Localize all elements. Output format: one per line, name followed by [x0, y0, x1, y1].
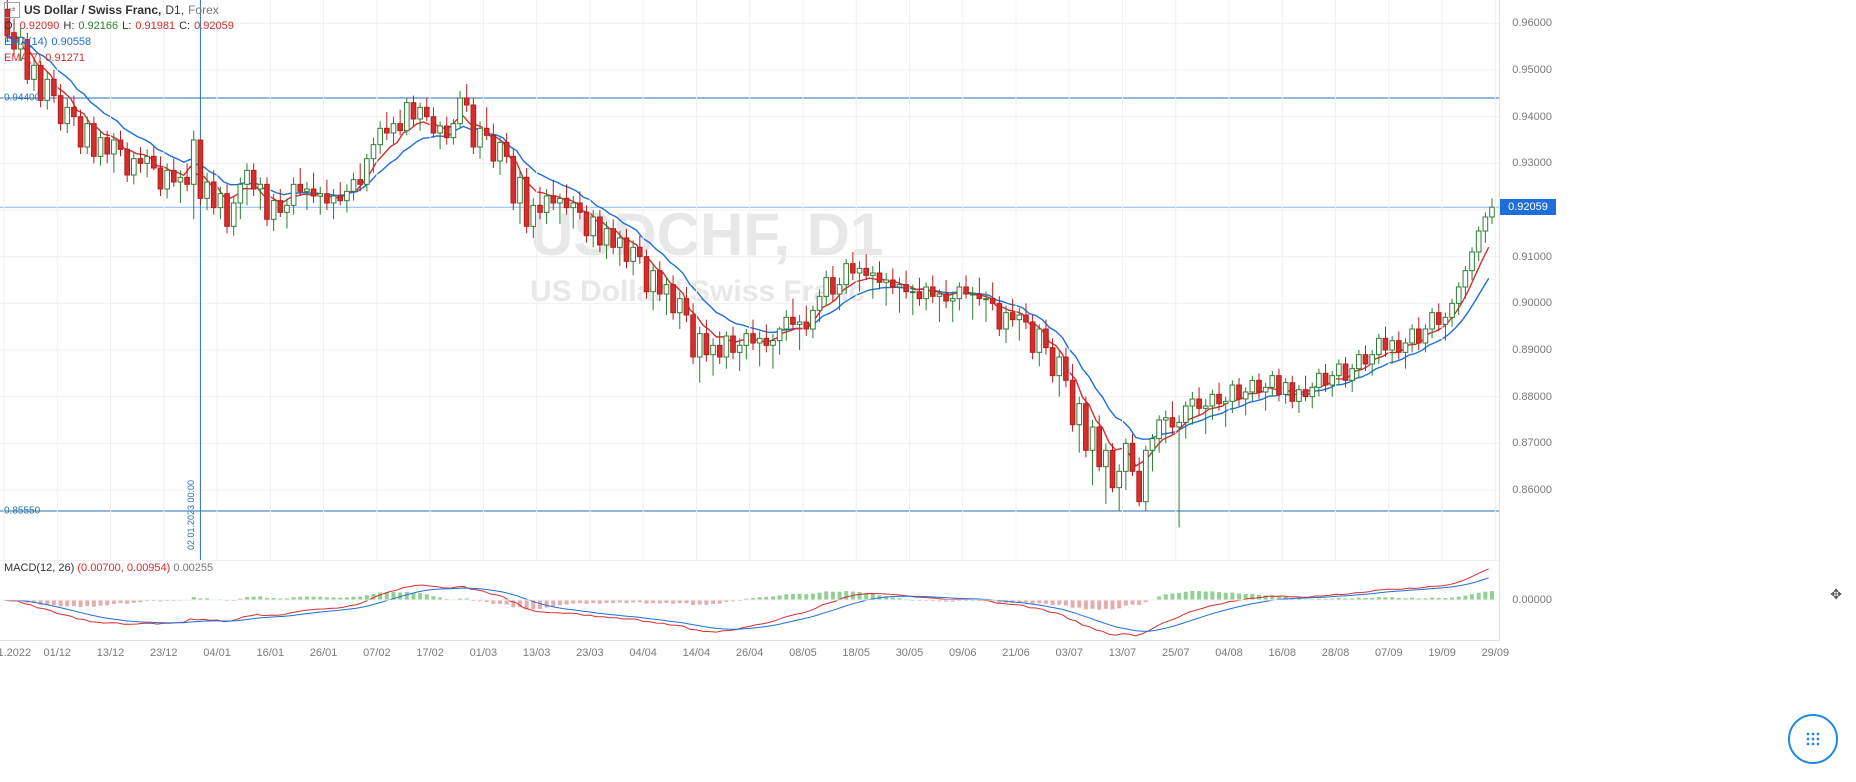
macd-values: (0.00700, 0.00954): [77, 562, 170, 574]
x-tick-label: 25/07: [1162, 647, 1190, 659]
ohlc-l-value: 0.91981: [135, 18, 175, 34]
y-tick-label: 0.87000: [1512, 437, 1552, 449]
x-tick-label: 13/07: [1109, 647, 1137, 659]
x-tick-label: 13/03: [523, 647, 551, 659]
x-tick-label: 16/08: [1269, 647, 1297, 659]
macd-pane[interactable]: [0, 560, 1500, 640]
ohlc-h-label: H:: [63, 18, 74, 34]
x-tick-label: 30/05: [896, 647, 924, 659]
ohlc-o-label: O:: [4, 18, 16, 34]
y-tick-label: 0.93000: [1512, 157, 1552, 169]
x-tick-label: 13/12: [97, 647, 125, 659]
x-tick-label: 03/07: [1055, 647, 1083, 659]
x-tick-label: 04/01: [203, 647, 231, 659]
x-tick-label: 19/09: [1428, 647, 1456, 659]
y-tick-label: 0.94000: [1512, 111, 1552, 123]
macd-legend: MACD(12, 26) (0.00700, 0.00954) 0.00255: [4, 562, 213, 574]
x-tick-label: 07/02: [363, 647, 391, 659]
x-tick-label: 26/01: [310, 647, 338, 659]
x-tick-label: 21.11.2022: [0, 647, 31, 659]
trading-chart[interactable]: USDCHF, D1 US Dollar / Swiss Franc 0.960…: [0, 0, 1856, 782]
x-tick-label: 14/04: [683, 647, 711, 659]
macd-name: MACD(12, 26): [4, 562, 74, 574]
last-price-tag: 0.92059: [1500, 199, 1556, 215]
time-axis[interactable]: 21.11.2022 01/12 13/12 23/12 04/01 16/01 26/01…: [0, 640, 1500, 663]
y-tick-label: 0.90000: [1512, 297, 1552, 309]
x-tick-label: 04/04: [629, 647, 657, 659]
x-tick-label: 04/08: [1215, 647, 1243, 659]
x-tick-label: 21/06: [1002, 647, 1030, 659]
x-tick-label: 17/02: [416, 647, 444, 659]
macd-zero-label: 0.00000: [1512, 594, 1552, 606]
x-tick-label: 07/09: [1375, 647, 1403, 659]
x-tick-label: 16/01: [257, 647, 285, 659]
ema14-value: 0.90558: [51, 34, 91, 50]
ohlc-c-value: 0.92059: [194, 18, 234, 34]
ohlc-l-label: L:: [122, 18, 131, 34]
x-tick-label: 23/12: [150, 647, 178, 659]
market-label: Forex: [188, 2, 219, 18]
y-tick-label: 0.96000: [1512, 17, 1552, 29]
y-tick-label: 0.88000: [1512, 391, 1552, 403]
macd-hist: 0.00255: [173, 562, 213, 574]
x-tick-label: 09/06: [949, 647, 977, 659]
hline-label[interactable]: 0.94400: [2, 93, 42, 104]
y-tick-label: 0.91000: [1512, 251, 1552, 263]
x-tick-label: 26/04: [736, 647, 764, 659]
y-tick-label: 0.95000: [1512, 64, 1552, 76]
price-pane[interactable]: [0, 0, 1556, 642]
move-cursor-icon: ✥: [1830, 586, 1842, 603]
interval-label: D1,: [165, 2, 184, 18]
chart-legend: ⇄ US Dollar / Swiss Franc, D1, Forex O: …: [4, 2, 234, 66]
symbol-icon: ⇄: [4, 2, 20, 18]
price-axis[interactable]: 0.960000.950000.940000.930000.920000.910…: [1499, 0, 1556, 640]
ema14-label: EMA(14): [4, 34, 47, 50]
grid-dots-icon: [1803, 729, 1823, 749]
x-tick-label: 18/05: [842, 647, 870, 659]
more-button[interactable]: [1788, 714, 1838, 764]
x-tick-label: 01/03: [470, 647, 498, 659]
ema7-label: EMA(7): [4, 50, 41, 66]
y-tick-label: 0.89000: [1512, 344, 1552, 356]
ohlc-h-value: 0.92166: [78, 18, 118, 34]
vline-label[interactable]: 02.01.2023 00:00: [186, 480, 196, 550]
ema7-value: 0.91271: [45, 50, 85, 66]
x-tick-label: 23/03: [576, 647, 604, 659]
x-tick-label: 29/09: [1482, 647, 1510, 659]
hline-label[interactable]: 0.85550: [2, 506, 42, 517]
symbol-title: US Dollar / Swiss Franc,: [24, 2, 161, 18]
ohlc-o-value: 0.92090: [20, 18, 60, 34]
ohlc-c-label: C:: [179, 18, 190, 34]
x-tick-label: 01/12: [43, 647, 71, 659]
x-tick-label: 08/05: [789, 647, 817, 659]
x-tick-label: 28/08: [1322, 647, 1350, 659]
y-tick-label: 0.86000: [1512, 484, 1552, 496]
